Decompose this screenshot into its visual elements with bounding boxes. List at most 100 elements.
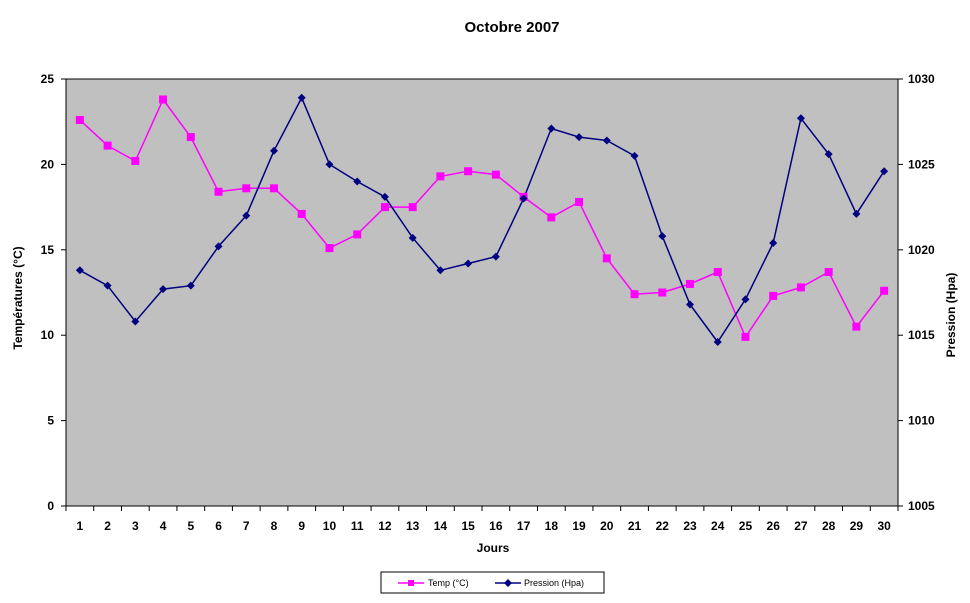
data-point-temp [270,184,278,193]
right-tick-label: 1025 [908,157,935,171]
data-point-temp [852,322,861,331]
data-point-temp [741,332,750,341]
data-point-temp [103,141,112,150]
data-point-temp [796,283,805,292]
data-point-pression [796,114,805,123]
data-point-temp [769,291,778,300]
right-axis: 1005 1010 1015 1020 1025 1030 [898,72,935,513]
x-tick-label: 18 [545,519,559,533]
data-point-pression [519,194,528,203]
data-point-temp [325,244,334,253]
x-tick-label: 3 [132,519,139,533]
data-point-pression [214,242,223,251]
series-layer [75,93,889,347]
series-line-temp [79,98,885,339]
data-point-pression [630,151,639,160]
data-point-temp [686,279,694,288]
x-tick-label: 17 [517,519,531,533]
x-tick-label: 30 [877,519,891,533]
data-point-pression [491,252,500,261]
x-tick-label: 5 [187,519,194,533]
data-point-temp [491,170,500,179]
x-tick-label: 2 [104,519,111,533]
data-point-pression [824,150,833,159]
data-point-pression [159,285,168,294]
data-point-temp [297,209,306,218]
data-point-temp [214,187,223,196]
data-point-pression [852,209,861,218]
x-axis-title: Jours [477,541,510,555]
x-tick-label: 8 [271,519,278,533]
data-point-temp [408,203,417,212]
x-tick-label: 9 [298,519,305,533]
left-axis: 0 5 10 15 20 25 [41,72,66,513]
x-tick-label: 16 [489,519,503,533]
data-point-pression [686,300,694,309]
x-tick-label: 4 [160,519,167,533]
left-tick-label: 25 [41,72,55,86]
left-tick-label: 20 [41,157,55,171]
x-tick-label: 28 [822,519,836,533]
data-point-temp [242,184,251,193]
right-tick-label: 1030 [908,72,935,86]
left-axis-title: Températures (°C) [11,246,25,349]
data-point-temp [353,230,362,239]
data-point-pression [380,192,389,201]
data-point-pression [297,93,306,102]
data-point-temp [75,115,84,124]
data-point-pression [186,281,195,290]
data-point-temp [713,268,722,277]
data-point-temp [630,290,639,299]
legend: Temp (°C) Pression (Hpa) [380,571,605,594]
left-tick-label: 0 [47,499,54,513]
legend-temp-label: Temp (°C) [428,578,469,588]
data-point-pression [464,259,473,268]
right-axis-title: Pression (Hpa) [944,273,958,358]
x-tick-label: 23 [683,519,697,533]
data-point-pression [741,295,750,304]
data-point-temp [602,254,611,263]
data-point-pression [408,233,417,242]
data-point-pression [103,281,112,290]
x-tick-label: 7 [243,519,250,533]
x-tick-label: 21 [628,519,642,533]
data-point-temp [547,213,556,222]
x-tick-label: 29 [850,519,864,533]
x-tick-label: 10 [323,519,337,533]
data-point-temp [464,167,473,176]
x-tick-label: 25 [739,519,753,533]
legend-pression-label: Pression (Hpa) [524,578,584,588]
left-tick-label: 15 [41,243,55,257]
data-point-pression [547,124,556,133]
right-tick-label: 1005 [908,499,935,513]
data-point-pression [131,317,140,326]
data-point-temp [824,268,833,277]
legend-box [380,571,605,594]
data-point-temp [159,95,168,104]
data-point-temp [131,156,140,165]
data-point-pression [575,133,584,142]
right-tick-label: 1015 [908,328,935,342]
x-tick-label: 6 [215,519,222,533]
chart-title: Octobre 2007 [464,19,559,36]
x-axis: 1 2 3 4 5 6 7 8 9 10 11 12 13 14 15 16 17 18 19 20 21 22 23 24 2… [65,506,899,533]
x-tick-label: 19 [572,519,586,533]
data-point-pression [353,177,362,186]
x-tick-label: 15 [461,519,475,533]
x-tick-label: 13 [406,519,420,533]
x-tick-label: 20 [600,519,614,533]
data-point-temp [436,172,445,181]
left-tick-label: 10 [41,328,55,342]
data-point-temp [658,288,667,297]
data-point-pression [436,266,445,275]
data-point-pression [242,211,251,220]
data-point-pression [75,266,84,275]
data-point-temp [380,203,389,212]
data-point-pression [769,238,778,247]
data-point-temp [186,133,195,142]
right-tick-label: 1010 [908,414,935,428]
data-point-pression [713,338,722,347]
right-tick-label: 1020 [908,243,935,257]
legend-temp-marker [408,580,414,586]
